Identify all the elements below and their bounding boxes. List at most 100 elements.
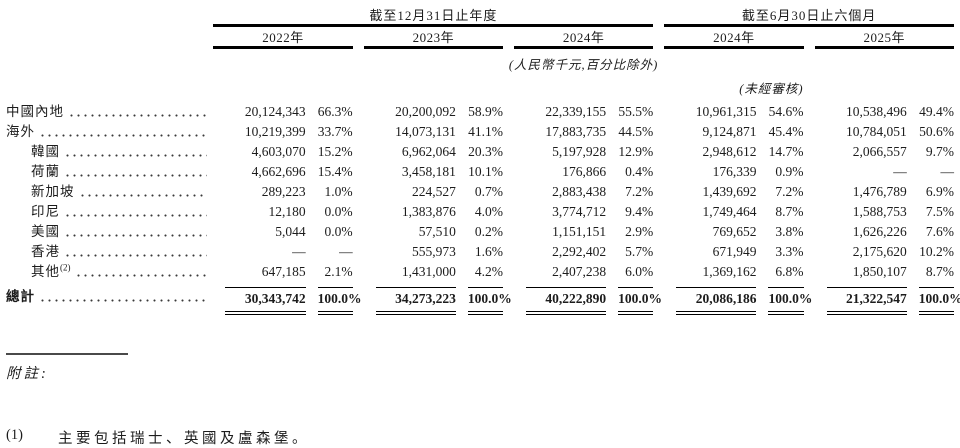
value-cell: 12,180 [268, 204, 306, 219]
value-cell: 5,197,928 [552, 144, 607, 159]
value-cell: 2,066,557 [852, 144, 907, 159]
table-body: 中國內地 20,124,343 66.3% 20,200,092 58.9% 22,339… [6, 97, 954, 280]
table-row: 中國內地 20,124,343 66.3% 20,200,092 58.9% 22,339… [6, 97, 954, 120]
value-cell: 17,883,735 [545, 124, 607, 139]
pct-cell: 10.1% [468, 164, 503, 179]
value-cell: 10,538,496 [845, 104, 907, 119]
table-row: 韓國 4,603,070 15.2% 6,962,064 20.3% 5,197,928 1… [6, 140, 954, 160]
pct-cell: 54.6% [768, 104, 804, 119]
row-label: 荷蘭 [6, 160, 213, 180]
value-cell: 22,339,155 [545, 104, 607, 119]
pct-cell: — [339, 244, 353, 259]
pct-cell: 66.3% [317, 104, 353, 119]
column-gap [503, 160, 514, 180]
value-cell: 1,850,107 [852, 264, 907, 279]
column-gap [804, 160, 815, 180]
column-gap [353, 180, 364, 200]
column-gap [503, 97, 514, 120]
leader-dots [78, 194, 208, 197]
currency-note: (人民幣千元,百分比除外) [508, 58, 659, 72]
column-gap [653, 26, 664, 48]
column-gap [804, 200, 815, 220]
group-header-row: 截至12月31日止年度 截至6月30日止六個月 [6, 5, 954, 27]
total-value-cell: 40,222,890 [514, 280, 607, 315]
spacer [6, 48, 514, 74]
value-cell: 555,973 [411, 244, 456, 259]
table-row: 印尼 12,180 0.0% 1,383,876 4.0% 3,774,712 9.4% 1,… [6, 200, 954, 220]
column-gap [653, 240, 664, 260]
pct-cell: 20.3% [468, 144, 503, 159]
pct-cell: 0.0% [324, 204, 353, 219]
footnote-item: (1) 主要包括瑞士、英國及盧森堡。 [6, 427, 960, 448]
value-cell: 10,961,315 [695, 104, 757, 119]
pct-cell: 33.7% [317, 124, 353, 139]
label-column-header [6, 5, 213, 26]
region-name: 海外 [6, 124, 35, 139]
ruled-total-figure: 34,273,223 [375, 287, 456, 315]
value-cell: 6,962,064 [401, 144, 456, 159]
pct-cell: 7.5% [925, 204, 954, 219]
column-gap [653, 5, 664, 26]
value-cell: 3,774,712 [552, 204, 607, 219]
column-gap [804, 240, 815, 260]
column-gap [503, 220, 514, 240]
value-cell: 4,603,070 [251, 144, 306, 159]
footnote-text: 主要包括瑞士、英國及盧森堡。 [58, 431, 310, 447]
value-cell: 57,510 [418, 224, 456, 239]
table-row: 海外 10,219,399 33.7% 14,073,131 41.1% 17,883,7… [6, 120, 954, 140]
total-row: 總計 30,343,742 100.0% 34,273,223 100.0% 40,222… [6, 280, 960, 315]
pct-cell: 7.6% [925, 224, 954, 239]
region-name: 香港 [31, 244, 60, 259]
pct-cell: 9.7% [925, 144, 954, 159]
footnote-divider [6, 353, 128, 355]
table-row: 荷蘭 4,662,696 15.4% 3,458,181 10.1% 176,866 0.4… [6, 160, 954, 180]
ruled-total-figure: 100.0% [317, 287, 361, 315]
pct-cell: 0.7% [474, 184, 503, 199]
column-gap [503, 180, 514, 200]
row-label: 中國內地 [6, 97, 213, 120]
pct-cell: 1.6% [474, 244, 503, 259]
region-name: 中國內地 [6, 104, 64, 119]
value-cell: 1,369,162 [702, 264, 757, 279]
value-cell: 4,662,696 [251, 164, 306, 179]
table-row: 香港 — — 555,973 1.6% 2,292,402 5.7% 671,949 3.3% 2… [6, 240, 954, 260]
ruled-total-figure: 100.0% [768, 287, 812, 315]
pct-cell: 2.1% [324, 264, 353, 279]
value-cell: 10,219,399 [244, 124, 306, 139]
value-cell: 1,588,753 [852, 204, 907, 219]
year-header-2024-interim: 2024年 [664, 25, 804, 49]
value-cell: 1,383,876 [401, 204, 456, 219]
ruled-total-figure: 21,322,547 [826, 287, 907, 315]
value-cell: 10,784,051 [845, 124, 907, 139]
leader-dots [68, 114, 208, 117]
total-value-cell: 34,273,223 [364, 280, 456, 315]
pct-cell: 6.8% [775, 264, 804, 279]
year-header-row: 2022年 2023年 2024年 2024年 2025年 [6, 25, 954, 49]
column-gap [353, 140, 364, 160]
total-pct-cell: 100.0% [306, 280, 361, 315]
pct-cell: 6.0% [625, 264, 654, 279]
unaudited-note-row: (未經審核) [6, 73, 954, 97]
row-label: 美國 [6, 220, 213, 240]
region-name: 美國 [31, 224, 60, 239]
total-value-cell: 20,086,186 [664, 280, 757, 315]
pct-cell: 8.7% [775, 204, 804, 219]
pct-cell: 15.2% [317, 144, 353, 159]
column-gap [653, 160, 664, 180]
label-column-header [6, 26, 213, 48]
spacer [804, 73, 954, 97]
pct-cell: 7.2% [625, 184, 654, 199]
column-gap [503, 240, 514, 260]
pct-cell: 10.2% [919, 244, 954, 259]
year-header-2024: 2024年 [513, 25, 654, 49]
interim-period-header: 截至6月30日止六個月 [664, 5, 954, 27]
pct-cell: 14.7% [768, 144, 804, 159]
spacer [653, 48, 954, 74]
leader-dots [39, 134, 208, 137]
value-cell: 647,185 [261, 264, 306, 279]
column-gap [653, 200, 664, 220]
column-gap [653, 97, 664, 120]
table-row: 新加坡 289,223 1.0% 224,527 0.7% 2,883,438 7.2% 1,… [6, 180, 954, 200]
column-gap [804, 140, 815, 160]
column-gap [353, 260, 364, 280]
